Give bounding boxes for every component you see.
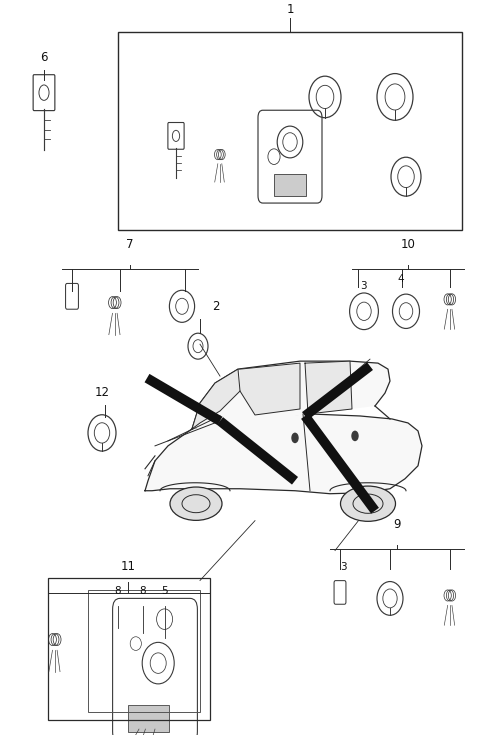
Text: 9: 9 — [393, 517, 401, 531]
Text: 1: 1 — [286, 3, 294, 16]
Text: 8: 8 — [115, 587, 121, 596]
Text: 3: 3 — [340, 562, 347, 573]
Text: 11: 11 — [120, 561, 135, 573]
Circle shape — [352, 431, 358, 440]
Polygon shape — [305, 361, 352, 414]
Text: 3: 3 — [360, 282, 367, 291]
Bar — [274, 173, 306, 196]
Bar — [118, 32, 462, 229]
Polygon shape — [145, 414, 422, 494]
Text: 5: 5 — [162, 587, 168, 596]
Text: 6: 6 — [40, 51, 48, 64]
Polygon shape — [192, 361, 390, 429]
Text: 12: 12 — [95, 386, 109, 399]
Bar — [128, 705, 169, 731]
Text: 10: 10 — [401, 238, 415, 251]
Bar — [48, 578, 210, 720]
Polygon shape — [240, 363, 300, 415]
Ellipse shape — [170, 487, 222, 520]
Bar — [88, 590, 200, 712]
Ellipse shape — [340, 486, 396, 521]
Polygon shape — [192, 369, 240, 429]
Text: 4: 4 — [397, 274, 404, 284]
Text: 8: 8 — [140, 587, 146, 596]
Text: 2: 2 — [212, 301, 219, 313]
Circle shape — [292, 434, 298, 442]
Text: 7: 7 — [126, 238, 134, 251]
